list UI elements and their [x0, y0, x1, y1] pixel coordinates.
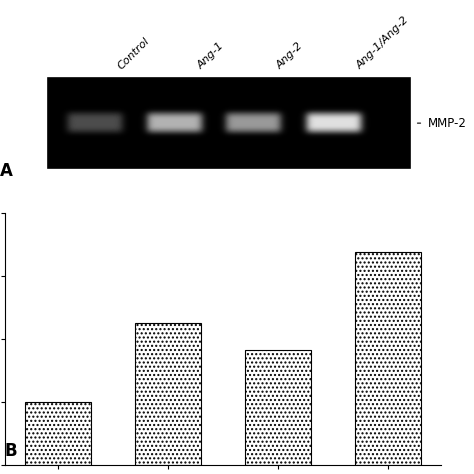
- Text: A: A: [0, 162, 13, 180]
- Text: MMP-2: MMP-2: [428, 117, 466, 129]
- Text: Ang-1/Ang-2: Ang-1/Ang-2: [355, 15, 410, 71]
- Text: B: B: [5, 442, 18, 460]
- Bar: [25, 401, 91, 465]
- Text: Control: Control: [116, 36, 151, 71]
- Bar: [245, 349, 311, 465]
- Bar: [135, 323, 201, 465]
- Bar: [355, 252, 421, 465]
- Text: Ang-2: Ang-2: [275, 41, 305, 71]
- Text: Ang-1: Ang-1: [195, 41, 226, 71]
- FancyBboxPatch shape: [48, 78, 410, 168]
